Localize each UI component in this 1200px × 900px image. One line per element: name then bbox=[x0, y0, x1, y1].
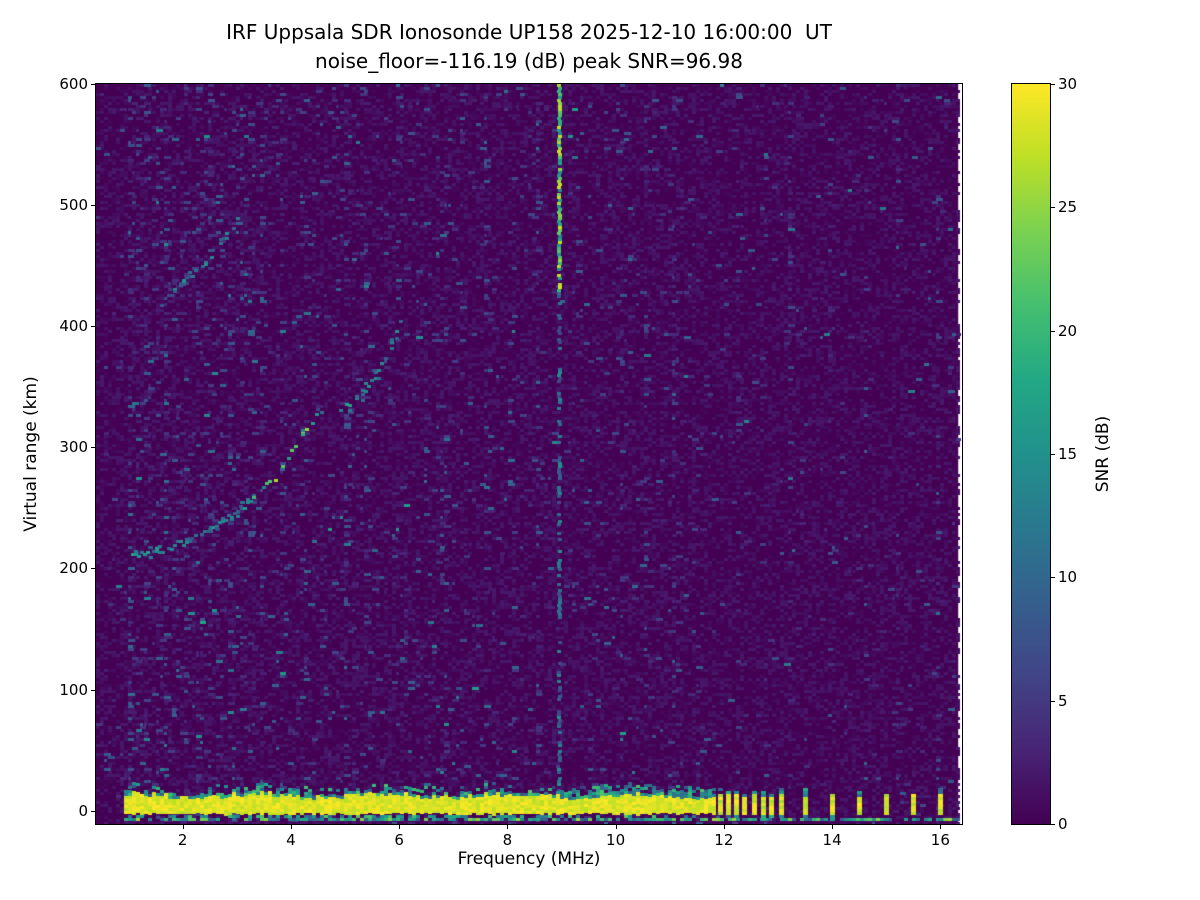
x-tick-label: 12 bbox=[714, 831, 734, 849]
colorbar-tick-label: 15 bbox=[1058, 445, 1078, 463]
colorbar-tick-label: 25 bbox=[1058, 198, 1078, 217]
colorbar-tick-label: 20 bbox=[1058, 321, 1078, 340]
colorbar-tick-mark bbox=[1051, 84, 1055, 85]
x-tick-mark bbox=[832, 825, 834, 829]
plot-area bbox=[95, 83, 963, 825]
colorbar-tick-mark bbox=[1051, 824, 1055, 825]
x-tick-mark bbox=[399, 825, 401, 829]
colorbar-tick-label: 10 bbox=[1058, 568, 1078, 587]
x-tick-label: 4 bbox=[286, 831, 296, 849]
colorbar-tick-label: 30 bbox=[1058, 75, 1078, 93]
x-tick-mark bbox=[290, 825, 292, 829]
x-tick-mark bbox=[182, 825, 184, 829]
y-tick-label: 200 bbox=[59, 559, 88, 578]
y-tick-mark bbox=[91, 447, 95, 449]
colorbar-tick-label: 5 bbox=[1058, 691, 1068, 710]
colorbar-label: SNR (dB) bbox=[1093, 415, 1113, 493]
y-tick-mark bbox=[91, 568, 95, 570]
y-tick-label: 400 bbox=[59, 317, 88, 336]
x-tick-label: 8 bbox=[502, 831, 513, 849]
colorbar-tick-mark bbox=[1051, 330, 1055, 332]
x-tick-label: 16 bbox=[930, 831, 950, 849]
colorbar bbox=[1011, 83, 1051, 825]
x-tick-mark bbox=[507, 825, 509, 829]
x-tick-label: 10 bbox=[606, 831, 626, 849]
x-tick-label: 2 bbox=[177, 831, 188, 849]
y-tick-label: 500 bbox=[59, 196, 88, 215]
colorbar-tick-mark bbox=[1051, 207, 1055, 209]
x-tick-mark bbox=[723, 825, 725, 829]
chart-subtitle: noise_floor=-116.19 (dB) peak SNR=96.98 bbox=[315, 49, 743, 73]
colorbar-tick-label: 0 bbox=[1058, 815, 1068, 833]
x-tick-label: 6 bbox=[394, 831, 404, 849]
y-tick-label: 600 bbox=[59, 75, 88, 93]
colorbar-tick-mark bbox=[1051, 700, 1055, 702]
y-tick-label: 300 bbox=[59, 438, 88, 457]
y-tick-label: 0 bbox=[78, 801, 88, 820]
x-tick-mark bbox=[615, 825, 617, 829]
colorbar-tick-mark bbox=[1051, 454, 1055, 455]
y-tick-mark bbox=[91, 689, 95, 691]
x-tick-label: 14 bbox=[822, 831, 842, 849]
ionogram-heatmap-canvas bbox=[96, 84, 962, 824]
y-axis-label: Virtual range (km) bbox=[21, 376, 41, 532]
y-tick-mark bbox=[91, 810, 95, 812]
y-tick-label: 100 bbox=[59, 680, 88, 699]
x-axis-label: Frequency (MHz) bbox=[457, 849, 601, 869]
y-tick-mark bbox=[91, 205, 95, 207]
chart-title: IRF Uppsala SDR Ionosonde UP158 2025-12-… bbox=[226, 20, 832, 44]
x-tick-mark bbox=[940, 825, 942, 829]
colorbar-tick-mark bbox=[1051, 577, 1055, 579]
y-tick-mark bbox=[91, 326, 95, 328]
y-tick-mark bbox=[91, 84, 95, 85]
